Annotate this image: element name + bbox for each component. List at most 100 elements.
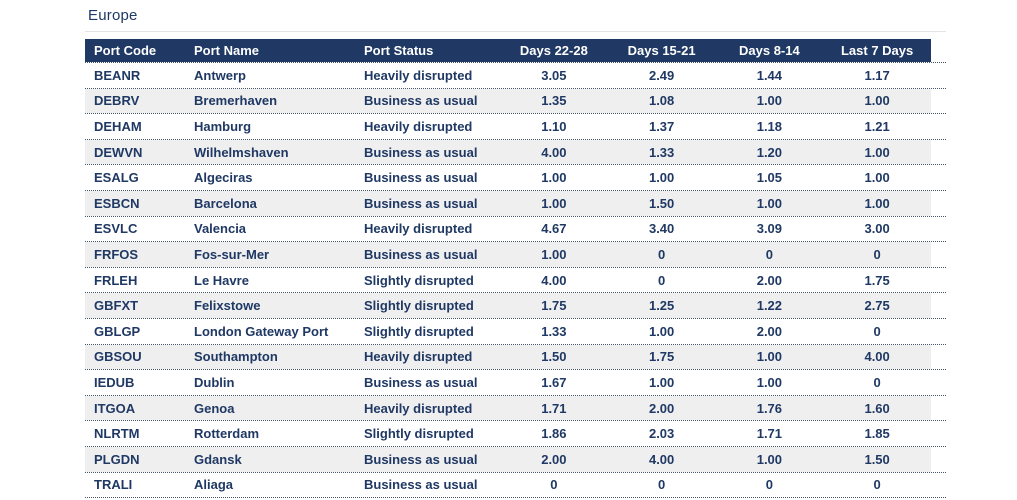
cell-port-code: DEWVN (94, 144, 143, 160)
cell-last-7-days: 1.00 (864, 195, 890, 211)
cell-days-15-21: 2.49 (648, 67, 675, 83)
cell-days-22-28: 1.67 (541, 374, 567, 390)
cell-port-name: Felixstowe (194, 298, 261, 314)
cell-port-name: Southampton (194, 349, 278, 365)
table-row[interactable]: DEBRV Bremerhaven Business as usual 1.35 1.0… (85, 88, 946, 115)
table-row[interactable]: GBFXT Felixstowe Slightly disrupted 1.75 1.2… (85, 293, 946, 319)
cell-port-name: Barcelona (194, 195, 257, 211)
header-port-status[interactable]: Port Status (364, 43, 434, 58)
table-row[interactable]: ITGOA Genoa Heavily disrupted 1.71 2.00 1.76 1… (85, 395, 946, 422)
table-header-row: Port Code Port Name Port Status Days 22-28 D… (85, 39, 931, 62)
cell-days-22-28: 1.00 (541, 195, 567, 211)
cell-last-7-days: 0 (873, 323, 881, 339)
table-row[interactable]: IEDUB Dublin Business as usual 1.67 1.00 1.00… (85, 370, 946, 396)
header-port-code[interactable]: Port Code (94, 43, 157, 58)
cell-port-code: PLGDN (94, 451, 140, 467)
cell-port-code: IEDUB (94, 374, 135, 390)
numeric-cells-group: 1.10 1.37 1.18 1.21 (500, 119, 931, 134)
cell-days-22-28: 0 (550, 477, 558, 493)
cell-days-8-14: 2.00 (756, 272, 783, 288)
cell-port-name: Dublin (194, 374, 235, 390)
cell-last-7-days: 3.00 (864, 221, 890, 237)
table-row[interactable]: ESVLC Valencia Heavily disrupted 4.67 3.40 3.… (85, 217, 946, 243)
cell-days-15-21: 1.75 (648, 349, 675, 365)
cell-days-15-21: 1.37 (648, 118, 675, 134)
cell-last-7-days: 1.60 (864, 400, 890, 416)
table-row[interactable]: FRLEH Le Havre Slightly disrupted 4.00 0 2.00… (85, 268, 946, 294)
numeric-cells-group: 1.33 1.00 2.00 0 (500, 324, 931, 339)
cell-days-15-21: 0 (658, 477, 666, 493)
numeric-cells-group: 1.50 1.75 1.00 4.00 (500, 349, 931, 364)
numeric-cells-group: 1.75 1.25 1.22 2.75 (500, 298, 931, 313)
cell-days-8-14: 1.76 (756, 400, 783, 416)
cell-port-status: Slightly disrupted (364, 272, 474, 288)
cell-days-22-28: 3.05 (541, 67, 567, 83)
cell-days-22-28: 1.71 (541, 400, 567, 416)
cell-port-name: Antwerp (194, 67, 246, 83)
table-row[interactable]: TRALI Aliaga Business as usual 0 0 0 0 (85, 473, 946, 499)
cell-port-status: Slightly disrupted (364, 298, 474, 314)
cell-last-7-days: 4.00 (864, 349, 890, 365)
cell-port-code: FRFOS (94, 246, 139, 262)
cell-port-code: ESVLC (94, 221, 138, 237)
table-row[interactable]: GBLGP London Gateway Port Slightly disrupt… (85, 319, 946, 345)
cell-port-code: BEANR (94, 67, 141, 83)
cell-port-code: DEHAM (94, 118, 142, 134)
header-last-7-days[interactable]: Last 7 Days (840, 43, 914, 58)
header-port-name[interactable]: Port Name (194, 43, 260, 58)
table-row[interactable]: BEANR Antwerp Heavily disrupted 3.05 2.49 1.4… (85, 63, 946, 89)
cell-days-22-28: 1.10 (541, 118, 567, 134)
cell-port-status: Business as usual (364, 93, 478, 109)
cell-last-7-days: 1.75 (864, 272, 890, 288)
cell-port-code: GBSOU (94, 349, 142, 365)
numeric-cells-group: 4.00 0 2.00 1.75 (500, 273, 931, 288)
cell-port-code: DEBRV (94, 93, 140, 109)
table-row[interactable]: GBSOU Southampton Heavily disrupted 1.50 1.7… (85, 344, 946, 371)
table-row[interactable]: NLRTM Rotterdam Slightly disrupted 1.86 2.03… (85, 421, 946, 447)
cell-port-name: Aliaga (194, 477, 234, 493)
cell-days-8-14: 1.00 (756, 93, 783, 109)
cell-port-status: Heavily disrupted (364, 349, 473, 365)
cell-days-22-28: 1.00 (541, 246, 567, 262)
table-row[interactable]: PLGDN Gdansk Business as usual 2.00 4.00 1.00… (85, 446, 946, 473)
cell-last-7-days: 1.85 (864, 426, 890, 442)
cell-days-22-28: 4.67 (541, 221, 567, 237)
cell-port-status: Business as usual (364, 477, 478, 493)
cell-days-22-28: 4.00 (541, 144, 567, 160)
cell-port-name: Rotterdam (194, 426, 260, 442)
cell-days-8-14: 1.00 (756, 349, 783, 365)
cell-days-22-28: 1.33 (541, 323, 567, 339)
numeric-cells-group: 1.00 1.50 1.00 1.00 (500, 196, 931, 211)
table-row[interactable]: DEWVN Wilhelmshaven Business as usual 4.00 1… (85, 139, 946, 166)
cell-port-name: Valencia (194, 221, 247, 237)
cell-days-15-21: 1.25 (648, 298, 675, 314)
cell-days-8-14: 2.00 (756, 323, 783, 339)
cell-days-8-14: 1.18 (756, 118, 783, 134)
table-body: BEANR Antwerp Heavily disrupted 3.05 2.49 1.4… (85, 62, 946, 499)
cell-days-22-28: 1.35 (541, 93, 567, 109)
cell-days-15-21: 0 (658, 272, 666, 288)
header-days-8-14[interactable]: Days 8-14 (739, 43, 800, 58)
table-row[interactable]: ESALG Algeciras Business as usual 1.00 1.00 1… (85, 165, 946, 191)
cell-days-8-14: 1.22 (756, 298, 783, 314)
cell-days-22-28: 1.50 (541, 349, 567, 365)
cell-days-15-21: 2.00 (648, 400, 675, 416)
cell-port-code: ITGOA (94, 400, 136, 416)
cell-port-name: Wilhelmshaven (194, 144, 289, 160)
cell-days-8-14: 1.05 (756, 170, 783, 186)
numeric-cells-group: 0 0 0 0 (500, 477, 931, 492)
cell-days-8-14: 1.20 (756, 144, 783, 160)
cell-days-22-28: 2.00 (541, 451, 567, 467)
header-days-15-21[interactable]: Days 15-21 (627, 43, 696, 58)
cell-port-status: Business as usual (364, 246, 478, 262)
cell-port-code: TRALI (94, 477, 133, 493)
header-days-22-28[interactable]: Days 22-28 (519, 43, 588, 58)
table-row[interactable]: ESBCN Barcelona Business as usual 1.00 1.50 1… (85, 190, 946, 217)
cell-port-code: NLRTM (94, 426, 140, 442)
cell-days-8-14: 3.09 (756, 221, 783, 237)
table-row[interactable]: DEHAM Hamburg Heavily disrupted 1.10 1.37 1.1… (85, 114, 946, 140)
table-row[interactable]: FRFOS Fos-sur-Mer Business as usual 1.00 0 0 0 (85, 242, 946, 268)
cell-port-code: GBLGP (94, 323, 141, 339)
cell-port-status: Heavily disrupted (364, 400, 473, 416)
